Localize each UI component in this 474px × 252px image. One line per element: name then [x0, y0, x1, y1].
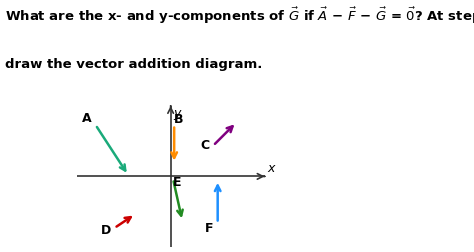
Text: D: D	[101, 224, 111, 237]
Text: A: A	[82, 112, 92, 125]
Text: What are the x- and y-components of $\vec{G}$ if $\vec{A}$ − $\vec{F}$ − $\vec{G: What are the x- and y-components of $\ve…	[5, 5, 474, 26]
Text: B: B	[173, 113, 183, 127]
Text: C: C	[200, 139, 210, 152]
Text: y: y	[173, 107, 181, 120]
Text: F: F	[205, 222, 214, 235]
Text: draw the vector addition diagram.: draw the vector addition diagram.	[5, 58, 262, 71]
Text: x: x	[267, 162, 274, 175]
Text: E: E	[173, 176, 182, 189]
